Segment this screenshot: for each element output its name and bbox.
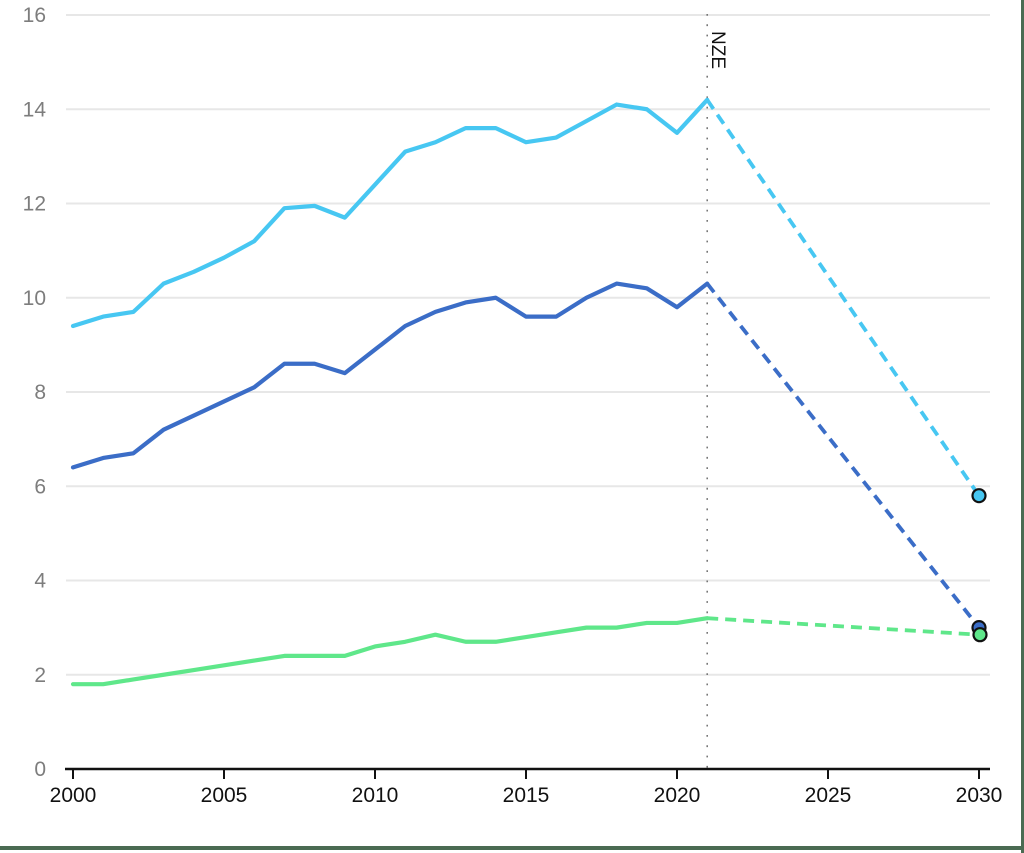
x-tick-label-2025: 2025 [805, 784, 852, 807]
dark-blue-series-scenario-dashed-line [705, 282, 981, 629]
x-tick-label-2010: 2010 [352, 784, 399, 807]
nze-annotation-label: NZE [707, 31, 728, 69]
y-tick-label-6: 6 [34, 475, 46, 498]
y-tick-label-8: 8 [34, 381, 46, 404]
y-tick-label-0: 0 [34, 758, 46, 781]
x-tick-label-2015: 2015 [503, 784, 550, 807]
light-blue-series-scenario-dashed-line [705, 98, 981, 497]
green-series-historical-line [70, 616, 710, 687]
y-tick-label-12: 12 [23, 193, 46, 216]
green-series-2030-marker [972, 627, 988, 643]
y-tick-label-14: 14 [23, 98, 47, 121]
light-blue-series-historical-line [70, 97, 710, 329]
y-tick-label-10: 10 [23, 287, 46, 310]
y-tick-label-16: 16 [23, 4, 46, 27]
light-blue-series-2030-marker [971, 488, 987, 504]
y-tick-label-4: 4 [34, 570, 46, 593]
x-tick-label-2030: 2030 [956, 784, 1003, 807]
y-tick-label-2: 2 [34, 664, 46, 687]
dark-blue-series-historical-line [70, 281, 710, 470]
x-tick-label-2000: 2000 [50, 784, 97, 807]
x-tick-label-2005: 2005 [201, 784, 248, 807]
window-bottom-border [0, 846, 1024, 850]
green-series-scenario-dashed-line [707, 616, 980, 637]
window-right-border [1021, 0, 1024, 853]
x-tick-label-2020: 2020 [654, 784, 701, 807]
